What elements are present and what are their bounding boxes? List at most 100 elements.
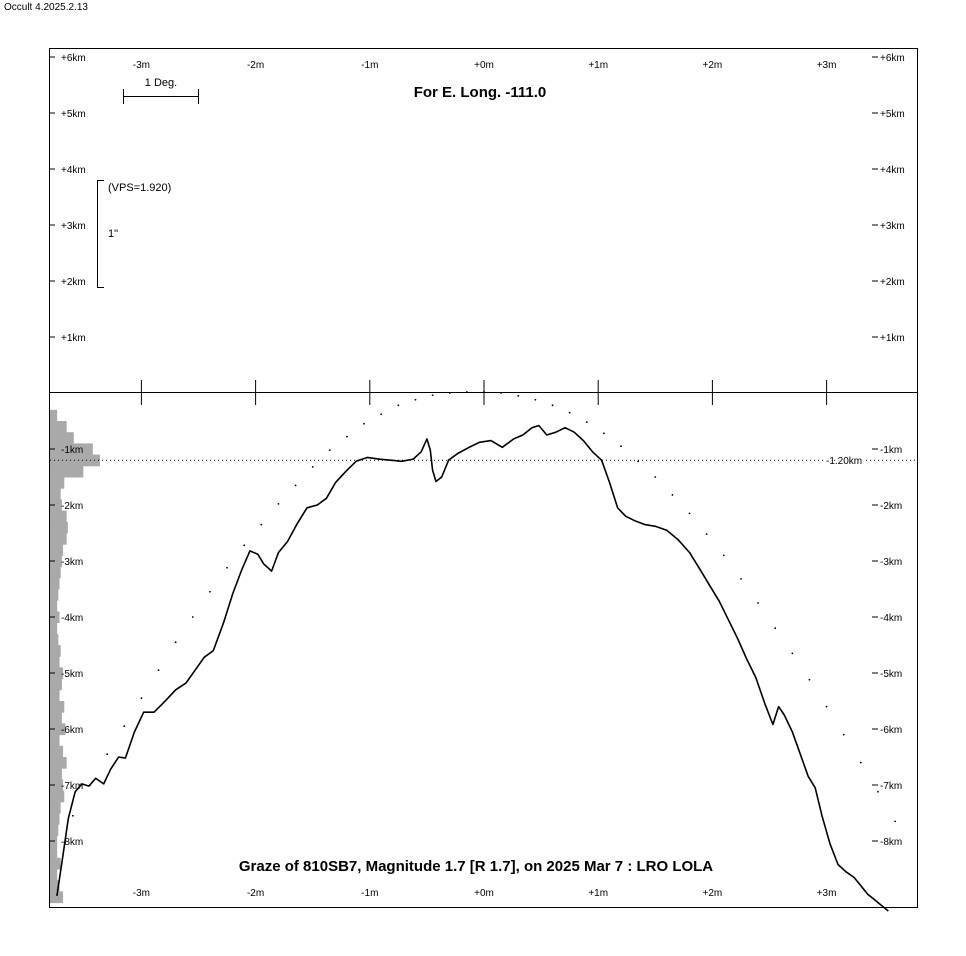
lower-y-tick-label-right: -6km <box>880 725 902 736</box>
x-tick-label-top: -2m <box>247 60 264 71</box>
upper-y-tick-label-right: +1km <box>880 333 905 344</box>
histogram-bar <box>50 846 58 859</box>
lower-y-tick-label-right: -2km <box>880 501 902 512</box>
arcsec-label: 1" <box>108 228 118 240</box>
histogram-bar <box>50 443 93 456</box>
chart-title: Graze of 810SB7, Magnitude 1.7 [R 1.7], … <box>239 858 713 875</box>
histogram-bar <box>50 555 62 568</box>
predicted-limb-dot <box>842 733 845 736</box>
lower-y-tick-label-left: -2km <box>61 501 83 512</box>
predicted-limb-dot <box>808 678 811 681</box>
lower-y-tick-label-left: -6km <box>61 725 83 736</box>
histogram-bar <box>50 510 67 523</box>
predicted-limb-dot <box>517 394 520 397</box>
predicted-limb-dot <box>654 476 657 478</box>
series-group <box>56 390 897 912</box>
predicted-limb-dot <box>877 790 879 793</box>
predicted-limb-dot <box>397 404 400 407</box>
histogram-bar <box>50 857 61 870</box>
axes: -3m -3m -2m -2m -1m -1m +0m +0m +1m +1m +2m +2m +3m +… <box>49 53 905 899</box>
predicted-limb-dot <box>722 554 725 557</box>
histogram-bar <box>50 712 62 724</box>
predicted-limb-dot <box>483 390 485 393</box>
upper-y-tick-label-left: +3km <box>61 221 86 232</box>
histogram-bar <box>50 488 61 500</box>
histogram-bar <box>50 689 60 702</box>
histogram-bar <box>50 421 67 433</box>
histogram-bar <box>50 757 67 769</box>
predicted-limb-dot <box>157 669 160 672</box>
lower-y-tick-label-left: -5km <box>61 669 83 680</box>
predicted-limb-dot <box>637 460 640 463</box>
lower-y-tick-label-right: -1km <box>880 445 902 456</box>
lower-y-tick-label-left: -7km <box>61 781 83 792</box>
predicted-limb-dot <box>311 466 314 468</box>
predicted-limb-dot <box>89 784 91 786</box>
predicted-limb-dot <box>277 502 280 505</box>
x-tick-label-top: -3m <box>133 60 150 71</box>
predicted-limb-dot <box>688 512 691 515</box>
lower-y-tick-label-right: -7km <box>880 781 902 792</box>
predicted-limb-dot <box>465 390 468 393</box>
histogram-bar <box>50 745 64 758</box>
upper-y-tick-label-right: +4km <box>880 165 905 176</box>
plot-frame <box>49 48 918 908</box>
histogram-bar <box>50 544 64 556</box>
histogram-bar <box>50 465 84 478</box>
lower-y-tick-label-right: -3km <box>880 557 902 568</box>
predicted-limb-dot <box>71 814 74 817</box>
predicted-limb-dot <box>106 753 109 756</box>
lunar-limb-profile-line <box>56 424 889 912</box>
upper-y-tick-label-left: +1km <box>61 333 86 344</box>
histogram-bar <box>50 869 58 881</box>
vps-label: (VPS=1.920) <box>108 182 171 194</box>
predicted-limb-dot <box>209 590 211 593</box>
histogram-bar <box>50 600 58 612</box>
histogram-bar <box>50 577 60 590</box>
upper-y-tick-label-right: +3km <box>880 221 905 232</box>
lower-y-tick-label-left: -3km <box>61 557 83 568</box>
x-tick-label-bottom: +1m <box>588 888 608 899</box>
x-tick-label-top: +1m <box>588 60 608 71</box>
histogram-bar <box>50 813 60 825</box>
histogram-bar <box>50 477 65 489</box>
chart-subtitle: For E. Long. -111.0 <box>414 84 547 101</box>
app-version-label: Occult 4.2025.2.13 <box>4 2 88 13</box>
predicted-limb-dot <box>363 422 365 425</box>
predicted-limb-dot <box>774 627 777 630</box>
histogram-bar <box>50 656 60 668</box>
upper-y-tick-label-right: +2km <box>880 277 905 288</box>
histogram-bar <box>50 701 65 713</box>
lower-y-tick-label-left: -8km <box>61 837 83 848</box>
histogram-bar <box>50 678 62 691</box>
predicted-limb-dot <box>859 761 862 764</box>
histogram-bar <box>50 723 66 736</box>
upper-y-tick-label-left: +5km <box>61 109 86 120</box>
predicted-limb-dot <box>757 602 759 604</box>
predicted-limb-dot <box>705 533 708 536</box>
predicted-limb-dot <box>568 411 571 414</box>
histogram-bar <box>50 880 60 892</box>
histogram-bar <box>50 499 62 512</box>
predicted-limb-dot <box>671 494 674 496</box>
predicted-limb-dot <box>226 566 228 569</box>
predicted-limb-dot <box>328 449 331 452</box>
predicted-limb-dot <box>825 705 828 708</box>
histogram-bar <box>50 533 67 545</box>
x-tick-label-bottom: -1m <box>361 888 378 899</box>
histogram <box>50 409 100 904</box>
lower-y-tick-label-right: -4km <box>880 613 902 624</box>
predicted-limb-dot <box>346 435 348 438</box>
x-tick-label-top: +3m <box>817 60 837 71</box>
lower-y-tick-label-right: -5km <box>880 669 902 680</box>
upper-y-tick-label-right: +6km <box>880 53 905 64</box>
predicted-limb-dot <box>603 432 605 435</box>
upper-y-tick-label-right: +5km <box>880 109 905 120</box>
histogram-bar <box>50 779 64 792</box>
predicted-limb-dot <box>174 641 177 644</box>
histogram-bar <box>50 432 74 444</box>
predicted-limb-dot <box>191 616 194 618</box>
histogram-bar <box>50 891 64 904</box>
predicted-limb-dot <box>791 652 794 655</box>
